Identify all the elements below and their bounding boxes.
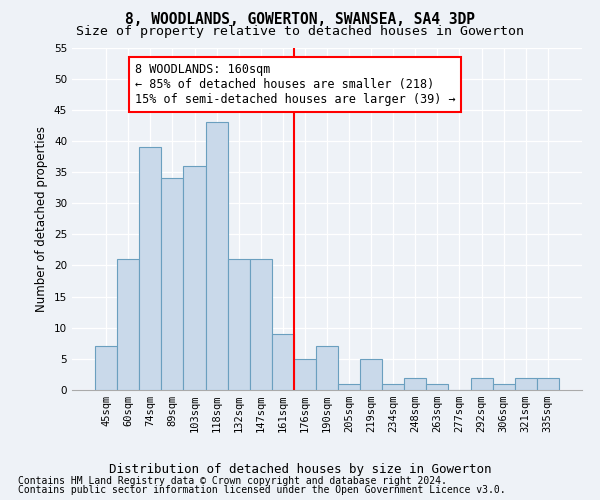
Bar bbox=[206, 122, 227, 390]
Bar bbox=[250, 259, 272, 390]
Bar bbox=[117, 259, 139, 390]
Text: 8, WOODLANDS, GOWERTON, SWANSEA, SA4 3DP: 8, WOODLANDS, GOWERTON, SWANSEA, SA4 3DP bbox=[125, 12, 475, 28]
Bar bbox=[161, 178, 184, 390]
Bar bbox=[338, 384, 360, 390]
Bar bbox=[184, 166, 206, 390]
Text: 8 WOODLANDS: 160sqm
← 85% of detached houses are smaller (218)
15% of semi-detac: 8 WOODLANDS: 160sqm ← 85% of detached ho… bbox=[135, 63, 455, 106]
Bar bbox=[272, 334, 294, 390]
Bar bbox=[493, 384, 515, 390]
Text: Distribution of detached houses by size in Gowerton: Distribution of detached houses by size … bbox=[109, 462, 491, 475]
Bar bbox=[360, 359, 382, 390]
Bar bbox=[427, 384, 448, 390]
Text: Contains HM Land Registry data © Crown copyright and database right 2024.: Contains HM Land Registry data © Crown c… bbox=[18, 476, 447, 486]
Bar bbox=[404, 378, 427, 390]
Bar bbox=[294, 359, 316, 390]
Text: Size of property relative to detached houses in Gowerton: Size of property relative to detached ho… bbox=[76, 25, 524, 38]
Bar bbox=[515, 378, 537, 390]
Bar bbox=[139, 147, 161, 390]
Bar bbox=[470, 378, 493, 390]
Bar bbox=[95, 346, 117, 390]
Bar bbox=[227, 259, 250, 390]
Y-axis label: Number of detached properties: Number of detached properties bbox=[35, 126, 49, 312]
Text: Contains public sector information licensed under the Open Government Licence v3: Contains public sector information licen… bbox=[18, 485, 506, 495]
Bar bbox=[537, 378, 559, 390]
Bar bbox=[382, 384, 404, 390]
Bar bbox=[316, 346, 338, 390]
